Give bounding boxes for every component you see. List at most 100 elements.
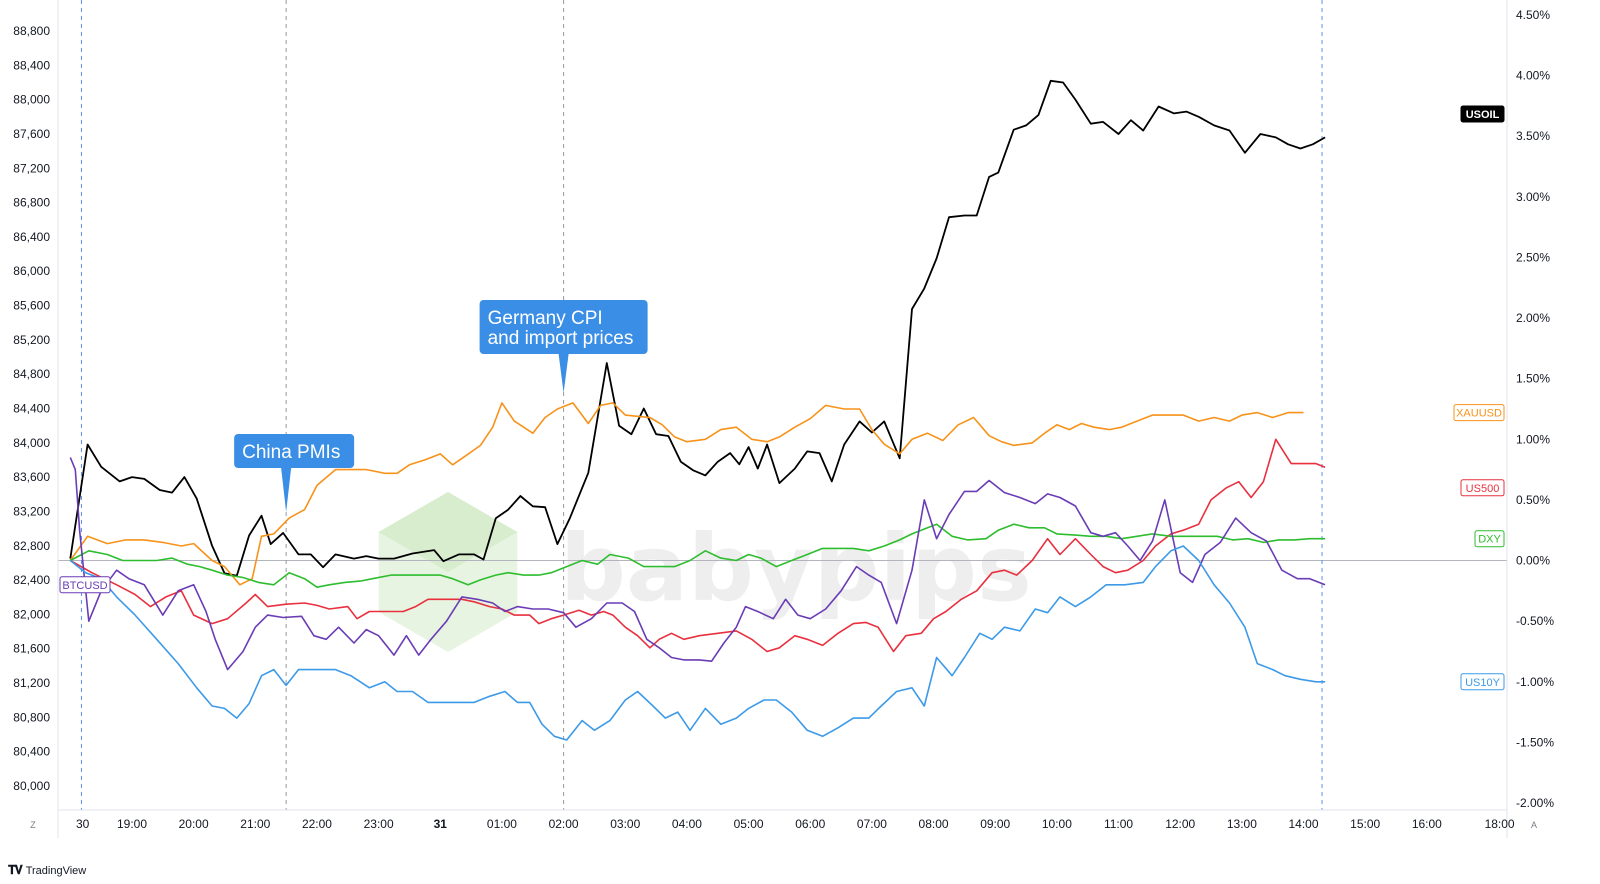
axes: 88,800 88,400 88,000 87,600 87,200 86,800 86,4… [13, 0, 1554, 838]
series-tag-xauusd: XAUUSD [1456, 408, 1502, 420]
x-tick-label: 07:00 [857, 817, 887, 831]
right-tick-label: 4.00% [1516, 69, 1550, 83]
series-tag-box-us500 [1460, 479, 1505, 497]
series-tag-usoil: USOIL [1466, 109, 1500, 121]
right-tick-label: 2.00% [1516, 311, 1550, 325]
annotation-pointer-icon [281, 468, 292, 512]
annotation-box [234, 434, 355, 468]
left-tick-label: 88,000 [13, 93, 50, 107]
left-tick-label: 80,800 [13, 710, 50, 724]
x-tick-label: 13:00 [1227, 817, 1257, 831]
annotation-text: and import prices [488, 328, 634, 349]
right-tick-label: 0.50% [1516, 493, 1550, 507]
x-tick-label: 09:00 [980, 817, 1010, 831]
left-tick-label: 82,400 [13, 573, 50, 587]
left-tick-label: 87,200 [13, 161, 50, 175]
left-tick-label: 87,600 [13, 127, 50, 141]
x-tick-label: 06:00 [795, 817, 825, 831]
x-tick-label: 18:00 [1485, 817, 1515, 831]
right-tick-label: 3.00% [1516, 190, 1550, 204]
right-tick-label: 3.50% [1516, 129, 1550, 143]
tradingview-label: TradingView [25, 864, 87, 877]
left-tick-label: 80,000 [13, 779, 50, 793]
x-tick-label: 12:00 [1165, 817, 1195, 831]
x-tick-label: 16:00 [1412, 817, 1442, 831]
series-tag-box-us10y [1460, 673, 1505, 691]
left-tick-label: 81,200 [13, 676, 50, 690]
x-tick-label: 22:00 [302, 817, 332, 831]
right-tick-label: 1.00% [1516, 432, 1550, 446]
right-tick-label: -2.00% [1516, 796, 1554, 810]
x-tick-label: 21:00 [240, 817, 270, 831]
x-tick-label: 19:00 [117, 817, 147, 831]
series-tag-box-xauusd [1453, 404, 1505, 422]
x-tick-label: 30 [76, 817, 90, 831]
annotation-callout: China PMIs [234, 434, 355, 512]
right-tick-label: -1.50% [1516, 735, 1554, 749]
series-tag-us10y: US10Y [1465, 677, 1501, 689]
series-line-usoil [69, 79, 1326, 577]
left-tick-label: 85,200 [13, 333, 50, 347]
annotation-box [479, 300, 648, 354]
series-line-xauusd [69, 402, 1304, 586]
annotation-text: China PMIs [242, 442, 340, 463]
x-tick-label: 03:00 [610, 817, 640, 831]
left-tick-label: 83,600 [13, 470, 50, 484]
left-tick-label: 81,600 [13, 642, 50, 656]
series-group [69, 79, 1326, 741]
left-tick-label: 84,000 [13, 436, 50, 450]
left-tick-label: 84,400 [13, 402, 50, 416]
grid [58, 0, 1507, 810]
corner-label-right: A [1531, 820, 1537, 830]
x-tick-label: 02:00 [549, 817, 579, 831]
left-tick-label: 83,200 [13, 504, 50, 518]
right-tick-label: 2.50% [1516, 250, 1550, 264]
annotation-pointer-icon [558, 354, 569, 393]
watermark-cube-top-icon [378, 492, 518, 572]
series-line-us10y [69, 545, 1326, 741]
x-tick-label: 20:00 [179, 817, 209, 831]
left-tick-label: 86,000 [13, 264, 50, 278]
annotation-text: Germany CPI [488, 308, 603, 329]
tradingview-footer: 𝐓𝐕 TradingView [8, 863, 86, 878]
right-tick-label: -0.50% [1516, 614, 1554, 628]
series-tag-dxy: DXY [1478, 534, 1501, 546]
left-tick-label: 86,400 [13, 230, 50, 244]
x-tick-label: 04:00 [672, 817, 702, 831]
series-tags: USOIL XAUUSD US500 DXY BTCUSD US10Y [59, 105, 1505, 691]
watermark: babypips [378, 492, 1032, 652]
left-tick-label: 88,800 [13, 24, 50, 38]
right-tick-label: 0.00% [1516, 554, 1550, 568]
left-tick-label: 82,800 [13, 539, 50, 553]
right-tick-label: -1.00% [1516, 675, 1554, 689]
series-tag-btcusd: BTCUSD [62, 580, 107, 592]
series-tag-box-dxy [1474, 530, 1505, 548]
left-tick-label: 85,600 [13, 299, 50, 313]
left-tick-label: 82,000 [13, 607, 50, 621]
x-tick-label: 31 [434, 817, 448, 831]
series-line-dxy [69, 523, 1326, 588]
x-tick-label: 08:00 [919, 817, 949, 831]
x-tick-label: 14:00 [1289, 817, 1319, 831]
x-tick-label: 01:00 [487, 817, 517, 831]
left-tick-label: 86,800 [13, 196, 50, 210]
x-tick-label: 10:00 [1042, 817, 1072, 831]
left-tick-label: 88,400 [13, 58, 50, 72]
x-tick-label: 15:00 [1350, 817, 1380, 831]
series-line-btcusd [69, 457, 1326, 671]
series-tag-us500: US500 [1466, 483, 1500, 495]
series-tag-box-usoil [1460, 105, 1505, 123]
x-tick-label: 11:00 [1104, 817, 1133, 831]
x-tick-label: 23:00 [364, 817, 394, 831]
series-line-us500 [69, 438, 1326, 653]
series-tag-box-btcusd [59, 576, 111, 594]
tradingview-logo-icon: 𝐓𝐕 [8, 863, 23, 877]
right-tick-label: 1.50% [1516, 372, 1550, 386]
right-tick-label: 4.50% [1516, 8, 1550, 22]
left-tick-label: 80,400 [13, 745, 50, 759]
watermark-text: babypips [560, 515, 1032, 622]
x-tick-label: 05:00 [734, 817, 764, 831]
